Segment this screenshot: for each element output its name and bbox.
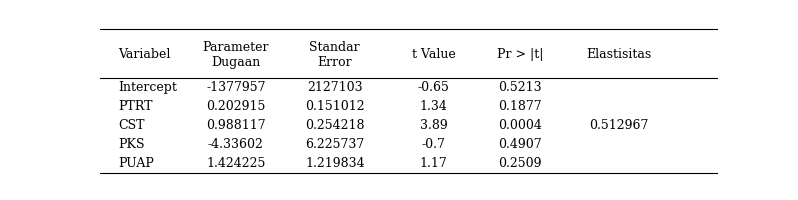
Text: Pr > |t|: Pr > |t| [497, 48, 543, 61]
Text: 1.424225: 1.424225 [206, 157, 266, 170]
Text: 0.988117: 0.988117 [206, 119, 266, 132]
Text: 0.0004: 0.0004 [499, 119, 542, 132]
Text: t Value: t Value [412, 48, 456, 61]
Text: 1.34: 1.34 [420, 100, 448, 113]
Text: PKS: PKS [118, 138, 144, 151]
Text: Intercept: Intercept [118, 81, 177, 94]
Text: 0.2509: 0.2509 [499, 157, 542, 170]
Text: 0.4907: 0.4907 [499, 138, 542, 151]
Text: -1377957: -1377957 [206, 81, 266, 94]
Text: PUAP: PUAP [118, 157, 154, 170]
Text: 0.202915: 0.202915 [206, 100, 266, 113]
Text: Standar
Error: Standar Error [310, 41, 360, 69]
Text: 2127103: 2127103 [307, 81, 362, 94]
Text: Variabel: Variabel [118, 48, 171, 61]
Text: 1.17: 1.17 [420, 157, 448, 170]
Text: 6.225737: 6.225737 [305, 138, 365, 151]
Text: Parameter
Dugaan: Parameter Dugaan [203, 41, 269, 69]
Text: 0.1877: 0.1877 [499, 100, 542, 113]
Text: 0.151012: 0.151012 [305, 100, 365, 113]
Text: -0.65: -0.65 [418, 81, 449, 94]
Text: 1.219834: 1.219834 [305, 157, 365, 170]
Text: -4.33602: -4.33602 [207, 138, 264, 151]
Text: Elastisitas: Elastisitas [587, 48, 652, 61]
Text: 0.5213: 0.5213 [499, 81, 542, 94]
Text: 0.254218: 0.254218 [305, 119, 365, 132]
Text: -0.7: -0.7 [422, 138, 445, 151]
Text: 3.89: 3.89 [420, 119, 448, 132]
Text: 0.512967: 0.512967 [590, 119, 649, 132]
Text: PTRT: PTRT [118, 100, 152, 113]
Text: CST: CST [118, 119, 144, 132]
